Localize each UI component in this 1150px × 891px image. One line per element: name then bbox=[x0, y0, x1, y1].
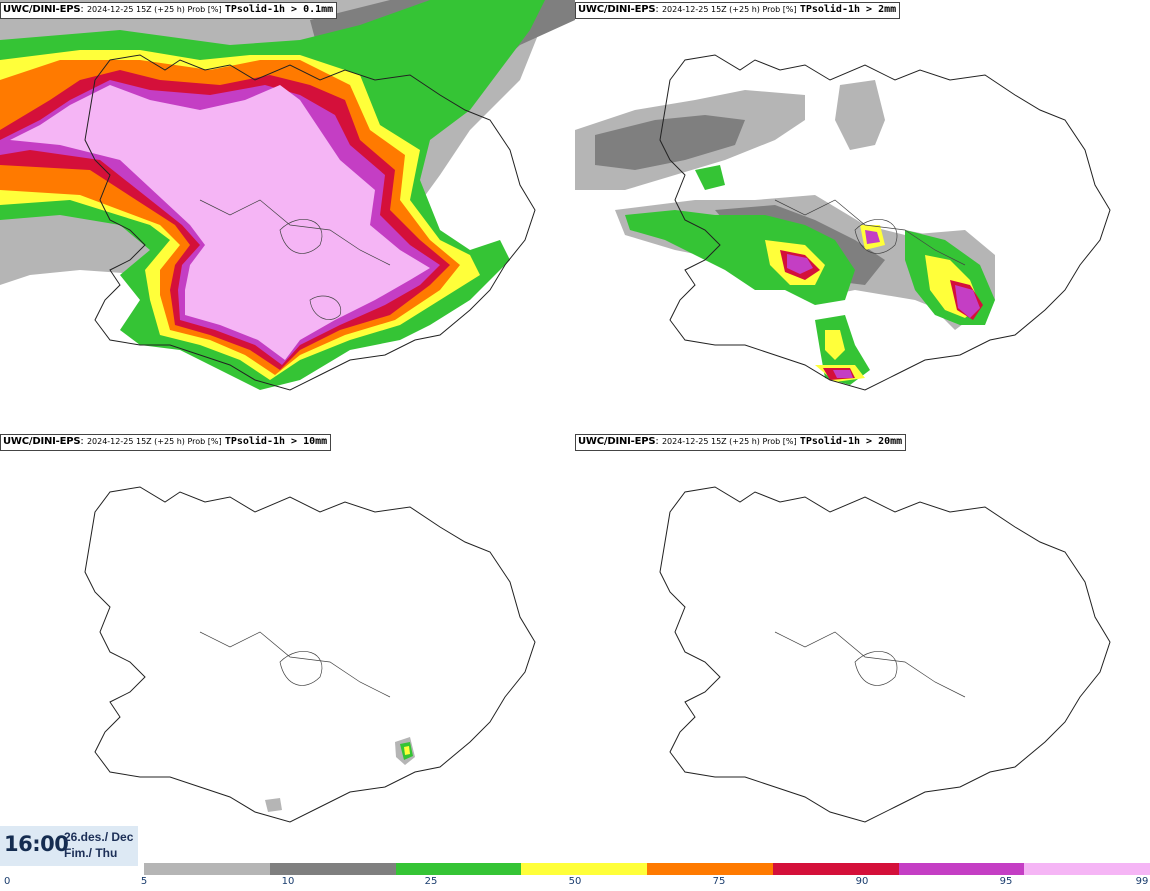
colorbar-label: 10 bbox=[281, 876, 295, 887]
colorbar-label: 99 bbox=[1135, 876, 1149, 887]
probability-map bbox=[575, 54, 1111, 391]
model-name: UWC/DINI-EPS bbox=[3, 4, 81, 15]
panel-title: UWC/DINI-EPS: 2024-12-25 15Z (+25 h) Pro… bbox=[575, 2, 901, 19]
valid-time-box: 16:00 26.des./ Dec Fim./ Thu bbox=[0, 826, 138, 866]
panel-title: UWC/DINI-EPS: 2024-12-25 15Z (+25 h) Pro… bbox=[575, 434, 907, 451]
purple-95pct-field bbox=[787, 230, 980, 378]
probability-colorbar bbox=[144, 863, 1150, 875]
panel-title: UWC/DINI-EPS: 2024-12-25 15Z (+25 h) Pro… bbox=[0, 2, 338, 19]
colorbar-label: 5 bbox=[140, 876, 148, 887]
run-info: 2024-12-25 15Z (+25 h) Prob [%] bbox=[86, 437, 222, 446]
colorbar-labels: 0 5 10 25 50 75 90 95 99 bbox=[0, 876, 1150, 891]
legend-swatch-99 bbox=[1024, 863, 1150, 875]
run-info: 2024-12-25 15Z (+25 h) Prob [%] bbox=[661, 437, 797, 446]
probability-map bbox=[0, 0, 575, 391]
gray-5pct-field bbox=[265, 737, 415, 812]
legend-swatch-50-75 bbox=[521, 863, 647, 875]
legend-swatch-75-90 bbox=[647, 863, 773, 875]
valid-time-clock: 16:00 bbox=[4, 832, 69, 856]
coastline bbox=[84, 486, 536, 823]
run-info: 2024-12-25 15Z (+25 h) Prob [%] bbox=[86, 5, 222, 14]
run-info: 2024-12-25 15Z (+25 h) Prob [%] bbox=[661, 5, 797, 14]
colorbar-label: 75 bbox=[712, 876, 726, 887]
coastline bbox=[659, 486, 1111, 823]
threshold-label: TPsolid-1h > 20mm bbox=[799, 436, 903, 447]
colorbar-label: 95 bbox=[999, 876, 1013, 887]
coastline bbox=[84, 54, 536, 391]
legend-swatch-5-10 bbox=[144, 863, 270, 875]
legend-swatch-90-95 bbox=[772, 863, 899, 875]
probability-map bbox=[84, 486, 536, 823]
threshold-label: TPsolid-1h > 10mm bbox=[224, 436, 328, 447]
colorbar-label: 50 bbox=[568, 876, 582, 887]
valid-date-line1: 26.des./ Dec bbox=[64, 830, 134, 844]
threshold-label: TPsolid-1h > 0.1mm bbox=[224, 4, 334, 15]
colorbar-label: 0 bbox=[4, 876, 11, 887]
panel-title: UWC/DINI-EPS: 2024-12-25 15Z (+25 h) Pro… bbox=[0, 434, 332, 451]
legend-swatch-10-25 bbox=[269, 863, 396, 875]
map-panel-20mm: UWC/DINI-EPS: 2024-12-25 15Z (+25 h) Pro… bbox=[575, 432, 1150, 864]
map-panel-10mm: UWC/DINI-EPS: 2024-12-25 15Z (+25 h) Pro… bbox=[0, 432, 575, 864]
colorbar-label: 90 bbox=[855, 876, 869, 887]
colorbar-label: 25 bbox=[424, 876, 438, 887]
model-name: UWC/DINI-EPS bbox=[3, 436, 81, 447]
pink-99pct-field bbox=[10, 85, 430, 360]
valid-date-line2: Fim./ Thu bbox=[64, 846, 118, 860]
model-name: UWC/DINI-EPS bbox=[578, 4, 656, 15]
legend-swatch-25-50 bbox=[395, 863, 522, 875]
coastline bbox=[659, 54, 1111, 391]
map-panel-2mm: UWC/DINI-EPS: 2024-12-25 15Z (+25 h) Pro… bbox=[575, 0, 1150, 432]
probability-map bbox=[659, 486, 1111, 823]
legend-swatch-95-99 bbox=[898, 863, 1025, 875]
threshold-label: TPsolid-1h > 2mm bbox=[799, 4, 897, 15]
map-panel-0p1mm: UWC/DINI-EPS: 2024-12-25 15Z (+25 h) Pro… bbox=[0, 0, 575, 432]
model-name: UWC/DINI-EPS bbox=[578, 436, 656, 447]
yellow-50pct-field bbox=[404, 746, 410, 755]
